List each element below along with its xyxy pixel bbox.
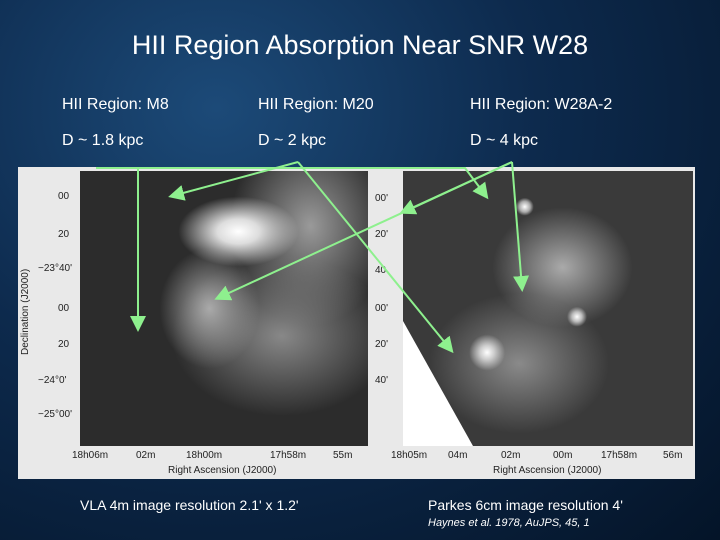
dec-tick: 00' bbox=[375, 193, 389, 204]
ra-tick: 04m bbox=[448, 450, 468, 461]
distance-label-w28a2: D ~ 4 kpc bbox=[470, 132, 539, 149]
ra-tick: 18h05m bbox=[391, 450, 428, 461]
parkes-caption: Parkes 6cm image resolution 4' bbox=[428, 497, 623, 513]
vla-caption: VLA 4m image resolution 2.1' x 1.2' bbox=[80, 497, 299, 513]
region-label-m8: HII Region: M8 bbox=[62, 96, 169, 113]
no-data-wedge bbox=[403, 321, 473, 446]
parkes-radio-image bbox=[403, 171, 693, 446]
dec-tick: 00 bbox=[58, 303, 70, 314]
reference-citation: Haynes et al. 1978, AuJPS, 45, 1 bbox=[428, 517, 590, 529]
dec-tick: −24°0' bbox=[38, 375, 67, 386]
distance-label-m20: D ~ 2 kpc bbox=[258, 132, 327, 149]
ra-tick: 00m bbox=[553, 450, 573, 461]
parkes-image-panel: 00' 20' 40 00' 20' 40' 18h05m 04m 02m 00… bbox=[373, 167, 695, 479]
dec-tick: 40' bbox=[375, 375, 389, 386]
ra-tick: 55m bbox=[333, 450, 353, 461]
dec-axis-label: Declination (J2000) bbox=[20, 268, 31, 355]
dec-tick: 20' bbox=[375, 229, 389, 240]
dec-tick: −25°00' bbox=[38, 409, 72, 420]
region-label-m20: HII Region: M20 bbox=[258, 96, 374, 113]
ra-tick: 02m bbox=[136, 450, 156, 461]
slide-title: HII Region Absorption Near SNR W28 bbox=[131, 30, 589, 60]
dec-tick: 20' bbox=[375, 339, 389, 350]
ra-axis-label: Right Ascension (J2000) bbox=[493, 465, 602, 476]
dec-tick: 00' bbox=[375, 303, 389, 314]
dec-tick: −23°40' bbox=[38, 263, 72, 274]
ra-tick: 17h58m bbox=[270, 450, 307, 461]
vla-image-panel: 00 20 −23°40' 00 20 −24°0' −25°00' Decli… bbox=[18, 167, 373, 479]
dec-tick: 20 bbox=[58, 339, 70, 350]
distance-label-m8: D ~ 1.8 kpc bbox=[62, 132, 144, 149]
ra-tick: 02m bbox=[501, 450, 521, 461]
dec-tick: 00 bbox=[58, 191, 70, 202]
dec-tick: 20 bbox=[58, 229, 70, 240]
dec-tick: 40 bbox=[375, 265, 387, 276]
ra-axis-label: Right Ascension (J2000) bbox=[168, 465, 277, 476]
region-label-w28a2: HII Region: W28A-2 bbox=[470, 96, 613, 113]
vla-radio-image bbox=[80, 171, 368, 446]
ra-tick: 18h00m bbox=[186, 450, 223, 461]
ra-tick: 17h58m bbox=[601, 450, 638, 461]
ra-tick: 56m bbox=[663, 450, 683, 461]
ra-tick: 18h06m bbox=[72, 450, 109, 461]
